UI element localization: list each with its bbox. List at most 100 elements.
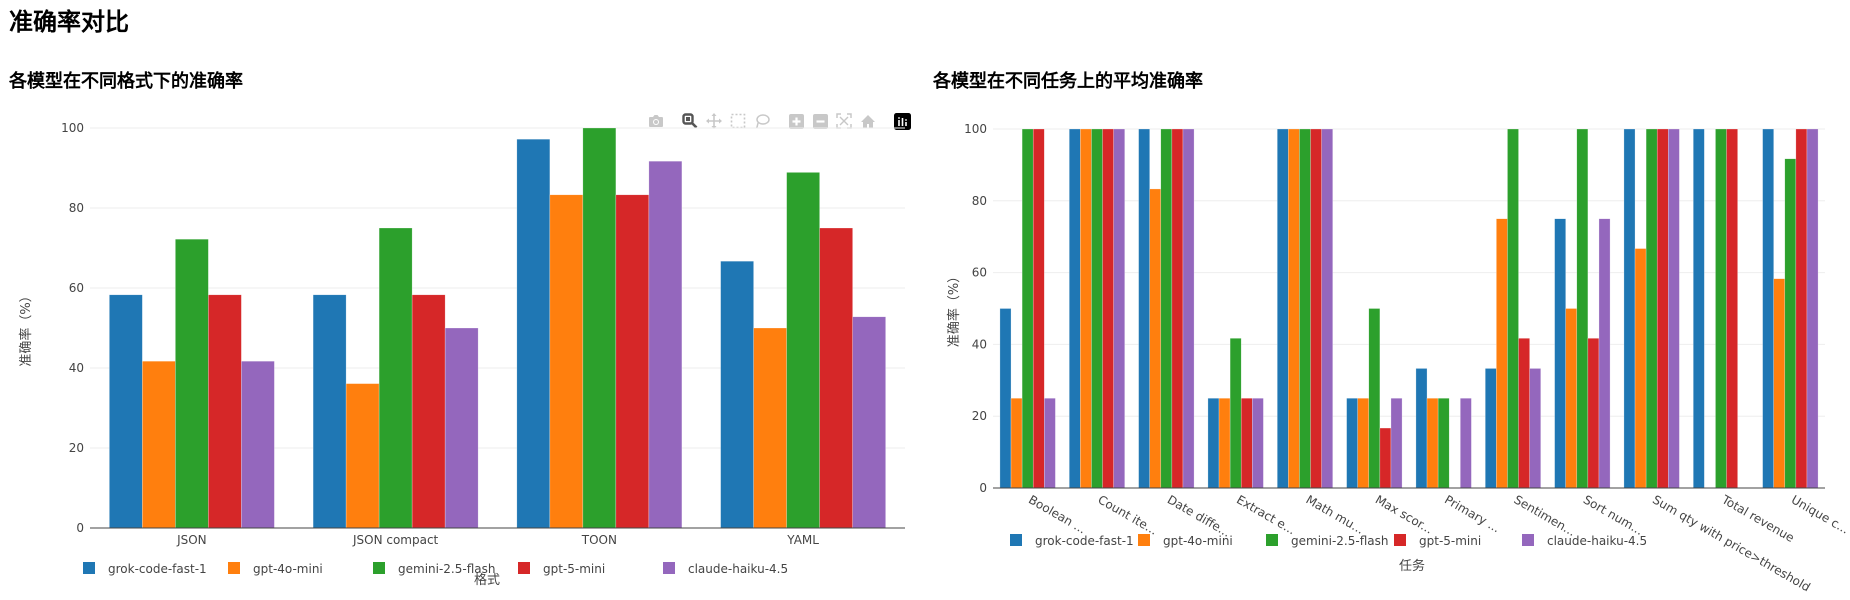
- bar-gpt-5-mini[interactable]: [1726, 128, 1738, 489]
- bar-grok-code-fast-1[interactable]: [1554, 218, 1566, 489]
- bar-gpt-4o-mini[interactable]: [1288, 128, 1300, 489]
- bar-claude-haiku-4.5[interactable]: [1460, 398, 1472, 489]
- x-tick-label: Unique c...: [1789, 492, 1850, 536]
- bar-gpt-5-mini[interactable]: [411, 294, 446, 529]
- bar-gemini-2.5-flash[interactable]: [1299, 128, 1311, 489]
- zoom-icon[interactable]: [680, 111, 700, 131]
- lasso-select-icon[interactable]: [752, 111, 772, 131]
- bar-gemini-2.5-flash[interactable]: [1437, 398, 1450, 489]
- legend-item-gpt-4o-mini[interactable]: gpt-4o-mini: [1138, 534, 1233, 548]
- bar-gemini-2.5-flash[interactable]: [1021, 128, 1034, 489]
- bar-gemini-2.5-flash[interactable]: [1784, 158, 1797, 489]
- legend-label: grok-code-fast-1: [1035, 534, 1134, 548]
- legend-item-gemini-2.5-flash[interactable]: gemini-2.5-flash: [1266, 534, 1388, 548]
- bar-gpt-5-mini[interactable]: [1240, 398, 1253, 489]
- bar-claude-haiku-4.5[interactable]: [852, 316, 886, 529]
- bar-grok-code-fast-1[interactable]: [1762, 128, 1774, 489]
- legend-item-gpt-4o-mini[interactable]: gpt-4o-mini: [228, 562, 323, 576]
- bar-grok-code-fast-1[interactable]: [1346, 398, 1358, 489]
- legend-item-gpt-5-mini[interactable]: gpt-5-mini: [1394, 534, 1481, 548]
- pan-icon[interactable]: [704, 111, 724, 131]
- x-tick-label: Math mu...: [1304, 492, 1367, 536]
- bar-gemini-2.5-flash[interactable]: [1368, 308, 1381, 489]
- bar-gpt-4o-mini[interactable]: [1357, 398, 1370, 489]
- legend-item-claude-haiku-4.5[interactable]: claude-haiku-4.5: [1522, 534, 1647, 548]
- legend-item-claude-haiku-4.5[interactable]: claude-haiku-4.5: [663, 562, 788, 576]
- bar-gpt-5-mini[interactable]: [1102, 128, 1114, 489]
- bar-grok-code-fast-1[interactable]: [1693, 128, 1705, 489]
- bar-grok-code-fast-1[interactable]: [1485, 368, 1497, 489]
- bar-claude-haiku-4.5[interactable]: [1668, 128, 1680, 489]
- bar-gpt-5-mini[interactable]: [1310, 128, 1322, 489]
- bar-claude-haiku-4.5[interactable]: [1252, 398, 1264, 489]
- bar-claude-haiku-4.5[interactable]: [1598, 218, 1611, 489]
- left-bar-chart[interactable]: 0 20 40 60 80 100 JSON JSON compact TOON YAML 准确率（…: [0, 0, 925, 600]
- bar-gpt-4o-mini[interactable]: [1010, 398, 1023, 489]
- legend-swatch: [228, 562, 240, 574]
- zoom-out-icon[interactable]: [810, 111, 830, 131]
- bar-gpt-5-mini[interactable]: [1518, 338, 1530, 489]
- bar-gpt-5-mini[interactable]: [1795, 128, 1808, 489]
- bar-claude-haiku-4.5[interactable]: [1182, 128, 1195, 489]
- bar-claude-haiku-4.5[interactable]: [1113, 128, 1125, 489]
- bar-gpt-4o-mini[interactable]: [345, 383, 380, 529]
- bar-gpt-5-mini[interactable]: [208, 294, 242, 529]
- bar-gemini-2.5-flash[interactable]: [1160, 128, 1173, 489]
- bar-gpt-4o-mini[interactable]: [1149, 188, 1162, 489]
- bar-claude-haiku-4.5[interactable]: [1806, 128, 1819, 489]
- y-tick-label: 40: [69, 361, 84, 375]
- bar-gpt-4o-mini[interactable]: [1218, 398, 1231, 489]
- bar-grok-code-fast-1[interactable]: [1207, 398, 1220, 489]
- legend-item-grok-code-fast-1[interactable]: grok-code-fast-1: [83, 562, 207, 576]
- bar-gpt-4o-mini[interactable]: [1426, 398, 1439, 489]
- legend-item-gemini-2.5-flash[interactable]: gemini-2.5-flash: [373, 562, 495, 576]
- bar-gemini-2.5-flash[interactable]: [1229, 338, 1242, 489]
- bar-claude-haiku-4.5[interactable]: [1529, 368, 1541, 489]
- y-tick-label: 0: [979, 481, 987, 495]
- bar-gemini-2.5-flash[interactable]: [1715, 128, 1727, 489]
- bar-gemini-2.5-flash[interactable]: [1507, 128, 1519, 489]
- bar-grok-code-fast-1[interactable]: [312, 294, 347, 529]
- bar-claude-haiku-4.5[interactable]: [1321, 128, 1333, 489]
- bar-grok-code-fast-1[interactable]: [720, 260, 754, 529]
- bar-gpt-4o-mini[interactable]: [1565, 308, 1578, 489]
- home-icon[interactable]: [858, 111, 878, 131]
- bar-gpt-5-mini[interactable]: [1379, 427, 1392, 489]
- plotly-logo-icon[interactable]: [892, 111, 912, 131]
- bar-grok-code-fast-1[interactable]: [999, 308, 1012, 489]
- bar-grok-code-fast-1[interactable]: [1415, 368, 1428, 489]
- bar-grok-code-fast-1[interactable]: [1069, 128, 1081, 489]
- bar-grok-code-fast-1[interactable]: [109, 294, 143, 529]
- camera-icon[interactable]: [646, 111, 666, 131]
- legend-item-gpt-5-mini[interactable]: gpt-5-mini: [518, 562, 605, 576]
- bar-gpt-5-mini[interactable]: [1656, 128, 1669, 489]
- autoscale-icon[interactable]: [834, 111, 854, 131]
- bar-claude-haiku-4.5[interactable]: [1044, 398, 1056, 489]
- bar-gpt-4o-mini[interactable]: [142, 360, 176, 529]
- bar-gpt-4o-mini[interactable]: [549, 194, 584, 529]
- bar-gpt-5-mini[interactable]: [1032, 128, 1045, 489]
- zoom-in-icon[interactable]: [786, 111, 806, 131]
- bar-gpt-5-mini[interactable]: [1171, 128, 1184, 489]
- bar-gemini-2.5-flash[interactable]: [582, 127, 617, 529]
- bar-gpt-4o-mini[interactable]: [1773, 278, 1786, 489]
- bar-gpt-4o-mini[interactable]: [1496, 218, 1508, 489]
- bar-gpt-4o-mini[interactable]: [1634, 248, 1647, 489]
- bar-grok-code-fast-1[interactable]: [516, 138, 551, 529]
- bar-gemini-2.5-flash[interactable]: [175, 238, 209, 529]
- bar-gpt-5-mini[interactable]: [1587, 338, 1600, 489]
- bar-claude-haiku-4.5[interactable]: [444, 327, 479, 529]
- bar-gpt-5-mini[interactable]: [615, 194, 650, 529]
- bar-grok-code-fast-1[interactable]: [1138, 128, 1150, 489]
- bar-claude-haiku-4.5[interactable]: [1390, 398, 1403, 489]
- bar-grok-code-fast-1[interactable]: [1277, 128, 1289, 489]
- bar-grok-code-fast-1[interactable]: [1623, 128, 1636, 489]
- bar-gpt-4o-mini[interactable]: [1080, 128, 1092, 489]
- bar-claude-haiku-4.5[interactable]: [241, 360, 275, 529]
- legend-item-grok-code-fast-1[interactable]: grok-code-fast-1: [1010, 534, 1134, 548]
- bar-gemini-2.5-flash[interactable]: [786, 172, 820, 529]
- bar-gemini-2.5-flash[interactable]: [1576, 128, 1589, 489]
- bar-gemini-2.5-flash[interactable]: [1645, 128, 1658, 489]
- bar-gemini-2.5-flash[interactable]: [1091, 128, 1103, 489]
